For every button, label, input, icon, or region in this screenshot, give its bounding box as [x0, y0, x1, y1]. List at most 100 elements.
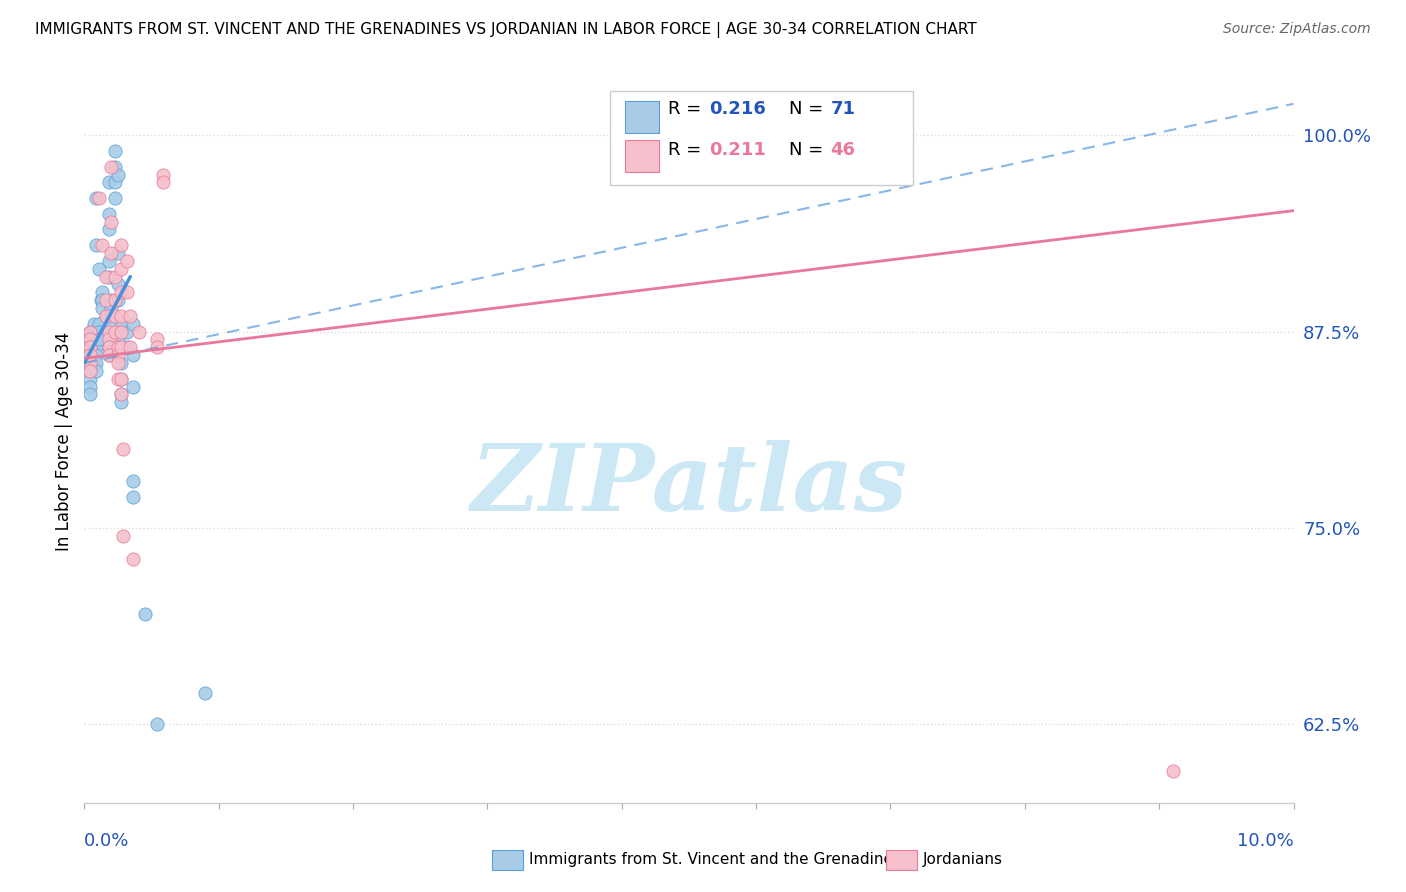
- Text: N =: N =: [789, 100, 830, 118]
- Point: [107, 277, 129, 292]
- Point: [107, 340, 129, 354]
- Point: [121, 552, 143, 566]
- Point: [86, 356, 108, 370]
- Point: [87, 333, 110, 347]
- Point: [134, 607, 156, 622]
- Text: 46: 46: [831, 141, 855, 160]
- Point: [107, 333, 129, 347]
- Point: [86, 364, 108, 378]
- Point: [107, 246, 129, 260]
- Point: [94, 333, 117, 347]
- Point: [94, 325, 117, 339]
- Point: [121, 348, 143, 362]
- Point: [104, 325, 127, 339]
- Point: [94, 269, 117, 284]
- Point: [97, 333, 120, 347]
- Point: [104, 144, 127, 158]
- Point: [115, 340, 138, 354]
- Point: [83, 340, 105, 354]
- Text: R =: R =: [668, 100, 707, 118]
- Point: [110, 356, 132, 370]
- Point: [104, 160, 127, 174]
- Point: [146, 340, 169, 354]
- Point: [146, 717, 169, 731]
- Point: [107, 168, 129, 182]
- Point: [87, 325, 110, 339]
- Point: [79, 333, 101, 347]
- Point: [79, 348, 101, 362]
- Point: [97, 207, 120, 221]
- Point: [83, 356, 105, 370]
- Text: 0.211: 0.211: [710, 141, 766, 160]
- Point: [110, 395, 132, 409]
- Point: [107, 325, 129, 339]
- Point: [100, 214, 122, 228]
- Point: [86, 340, 108, 354]
- Point: [94, 309, 117, 323]
- Point: [86, 191, 108, 205]
- Point: [97, 253, 120, 268]
- Point: [110, 387, 132, 401]
- Point: [79, 333, 101, 347]
- Point: [97, 269, 120, 284]
- Point: [107, 293, 129, 308]
- Point: [97, 340, 120, 354]
- Text: 10.0%: 10.0%: [1237, 831, 1294, 850]
- Text: R =: R =: [668, 141, 707, 160]
- Text: Source: ZipAtlas.com: Source: ZipAtlas.com: [1223, 22, 1371, 37]
- FancyBboxPatch shape: [624, 101, 659, 133]
- Point: [110, 261, 132, 276]
- Point: [100, 317, 122, 331]
- Point: [100, 301, 122, 315]
- Point: [152, 168, 174, 182]
- Point: [79, 364, 101, 378]
- Text: ZIPatlas: ZIPatlas: [471, 440, 907, 530]
- Point: [110, 325, 132, 339]
- Point: [83, 317, 105, 331]
- Point: [146, 333, 169, 347]
- Point: [110, 317, 132, 331]
- Point: [121, 474, 143, 488]
- Point: [110, 238, 132, 252]
- Point: [97, 175, 120, 189]
- Point: [87, 191, 110, 205]
- Point: [79, 340, 101, 354]
- FancyBboxPatch shape: [624, 140, 659, 172]
- Point: [79, 348, 101, 362]
- Point: [90, 293, 112, 308]
- Point: [97, 340, 120, 354]
- Text: Jordanians: Jordanians: [922, 853, 1002, 867]
- Text: 71: 71: [831, 100, 855, 118]
- Point: [1161, 764, 1184, 779]
- Point: [79, 325, 101, 339]
- Point: [97, 325, 120, 339]
- Point: [104, 293, 127, 308]
- Point: [97, 348, 120, 362]
- Point: [97, 222, 120, 236]
- Point: [86, 325, 108, 339]
- Point: [121, 379, 143, 393]
- Point: [110, 285, 132, 300]
- Point: [110, 372, 132, 386]
- Point: [86, 333, 108, 347]
- Text: 0.216: 0.216: [710, 100, 766, 118]
- Point: [100, 246, 122, 260]
- Point: [120, 340, 142, 354]
- FancyBboxPatch shape: [610, 91, 912, 185]
- Point: [86, 348, 108, 362]
- Point: [110, 340, 132, 354]
- Point: [91, 293, 114, 308]
- Point: [115, 253, 138, 268]
- Point: [79, 364, 101, 378]
- Point: [112, 529, 135, 543]
- Point: [91, 285, 114, 300]
- Point: [107, 348, 129, 362]
- Point: [91, 238, 114, 252]
- Point: [115, 325, 138, 339]
- Point: [79, 387, 101, 401]
- Text: 0.0%: 0.0%: [84, 831, 129, 850]
- Point: [93, 313, 115, 327]
- Point: [87, 317, 110, 331]
- Point: [121, 317, 143, 331]
- Point: [79, 379, 101, 393]
